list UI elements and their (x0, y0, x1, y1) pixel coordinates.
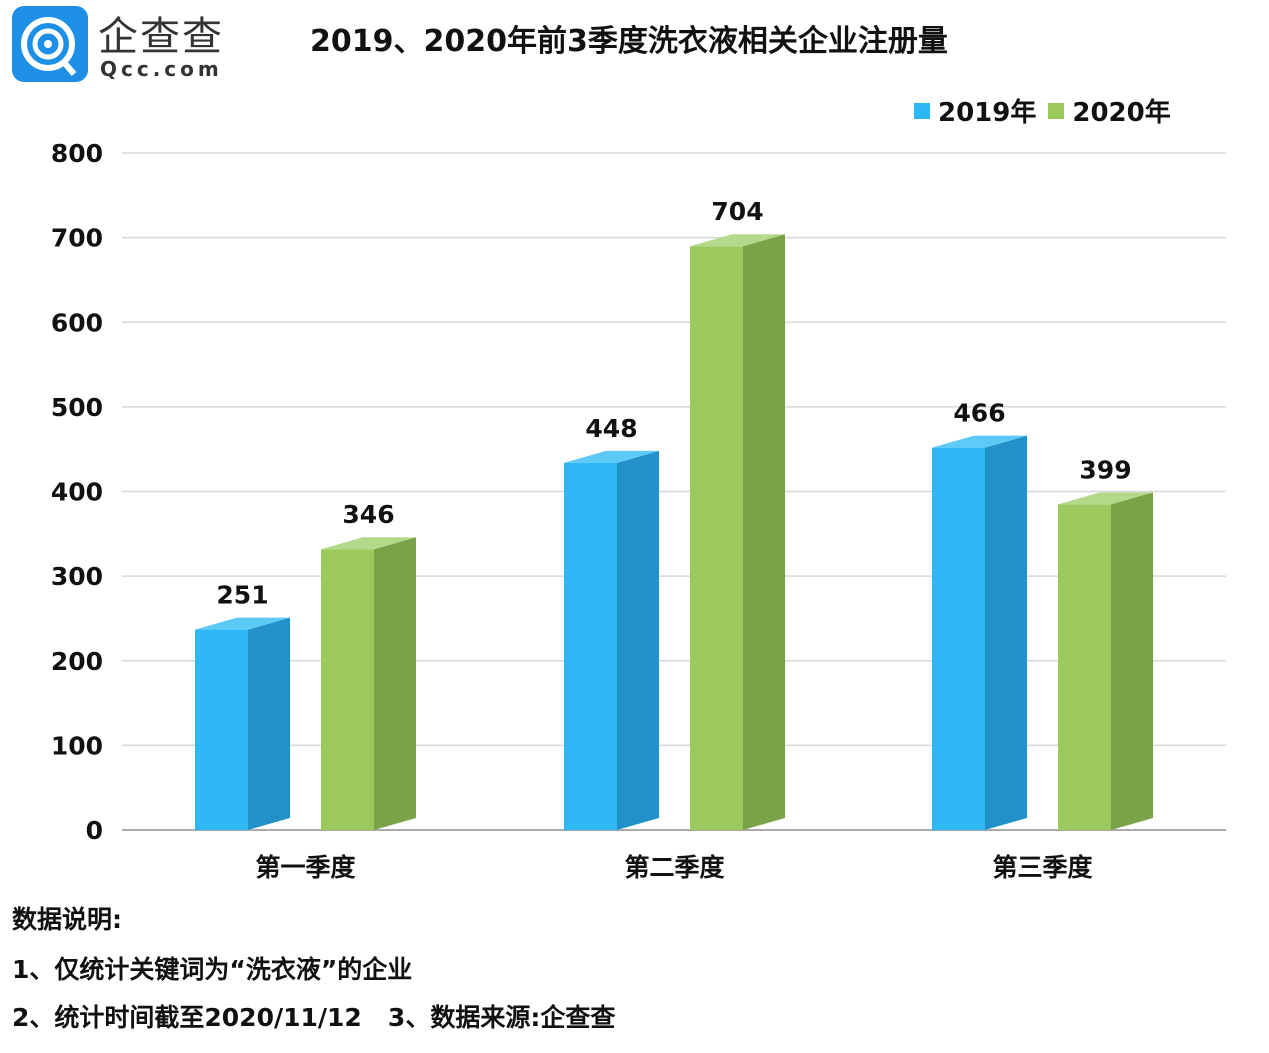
notes-line-1: 1、仅统计关键词为“洗衣液”的企业 (12, 955, 413, 984)
bar-side (985, 435, 1027, 830)
qcc-logo-icon (12, 6, 88, 82)
y-tick-label: 100 (51, 731, 103, 760)
logo-mark (21, 17, 77, 76)
logo-brand-cn: 企查查 (98, 14, 224, 60)
x-category-label: 第一季度 (255, 853, 355, 882)
notes-line-2: 2、统计时间截至2020/11/12 3、数据来源:企查查 (12, 1003, 616, 1032)
y-tick-label: 500 (51, 393, 103, 422)
bar-front (1058, 504, 1111, 830)
legend-swatch-2020 (1048, 102, 1065, 119)
y-tick-label: 0 (86, 816, 103, 845)
bar-side (374, 537, 416, 830)
y-tick-label: 400 (51, 478, 103, 507)
bar-top (1058, 492, 1153, 505)
legend-label-2020: 2020年 (1072, 98, 1171, 128)
data-label: 704 (711, 197, 763, 226)
bar-top (690, 234, 785, 247)
bar-top (321, 537, 416, 550)
data-label: 399 (1079, 455, 1131, 484)
logo-brand-en: Qcc.com (100, 57, 223, 81)
bar-front (564, 462, 617, 830)
data-label: 466 (953, 399, 1005, 428)
legend-label-2019: 2019年 (938, 98, 1037, 128)
chart-title: 2019、2020年前3季度洗衣液相关企业注册量 (310, 24, 948, 59)
notes-heading: 数据说明: (12, 905, 122, 934)
legend: 2019年 2020年 (914, 92, 1171, 129)
bar-side (248, 617, 290, 830)
x-category-label: 第二季度 (624, 853, 724, 882)
x-category-label: 第三季度 (992, 853, 1092, 882)
bar-top (932, 435, 1027, 448)
bar-side (743, 234, 785, 831)
bar-front (932, 447, 985, 830)
bar-side (1111, 492, 1153, 830)
bar-front (690, 246, 743, 831)
y-tick-label: 800 (51, 139, 103, 168)
bar-front (195, 629, 248, 830)
bar-side (617, 450, 659, 830)
data-label: 448 (585, 414, 637, 443)
data-label: 346 (342, 500, 394, 529)
y-tick-label: 600 (51, 308, 103, 337)
bar-front (321, 549, 374, 830)
data-label: 251 (216, 581, 268, 610)
bar-top (564, 450, 659, 463)
y-tick-label: 700 (51, 224, 103, 253)
bar-top (195, 617, 290, 630)
y-tick-label: 300 (51, 562, 103, 591)
legend-swatch-2019 (914, 102, 930, 119)
y-tick-label: 200 (51, 647, 103, 676)
